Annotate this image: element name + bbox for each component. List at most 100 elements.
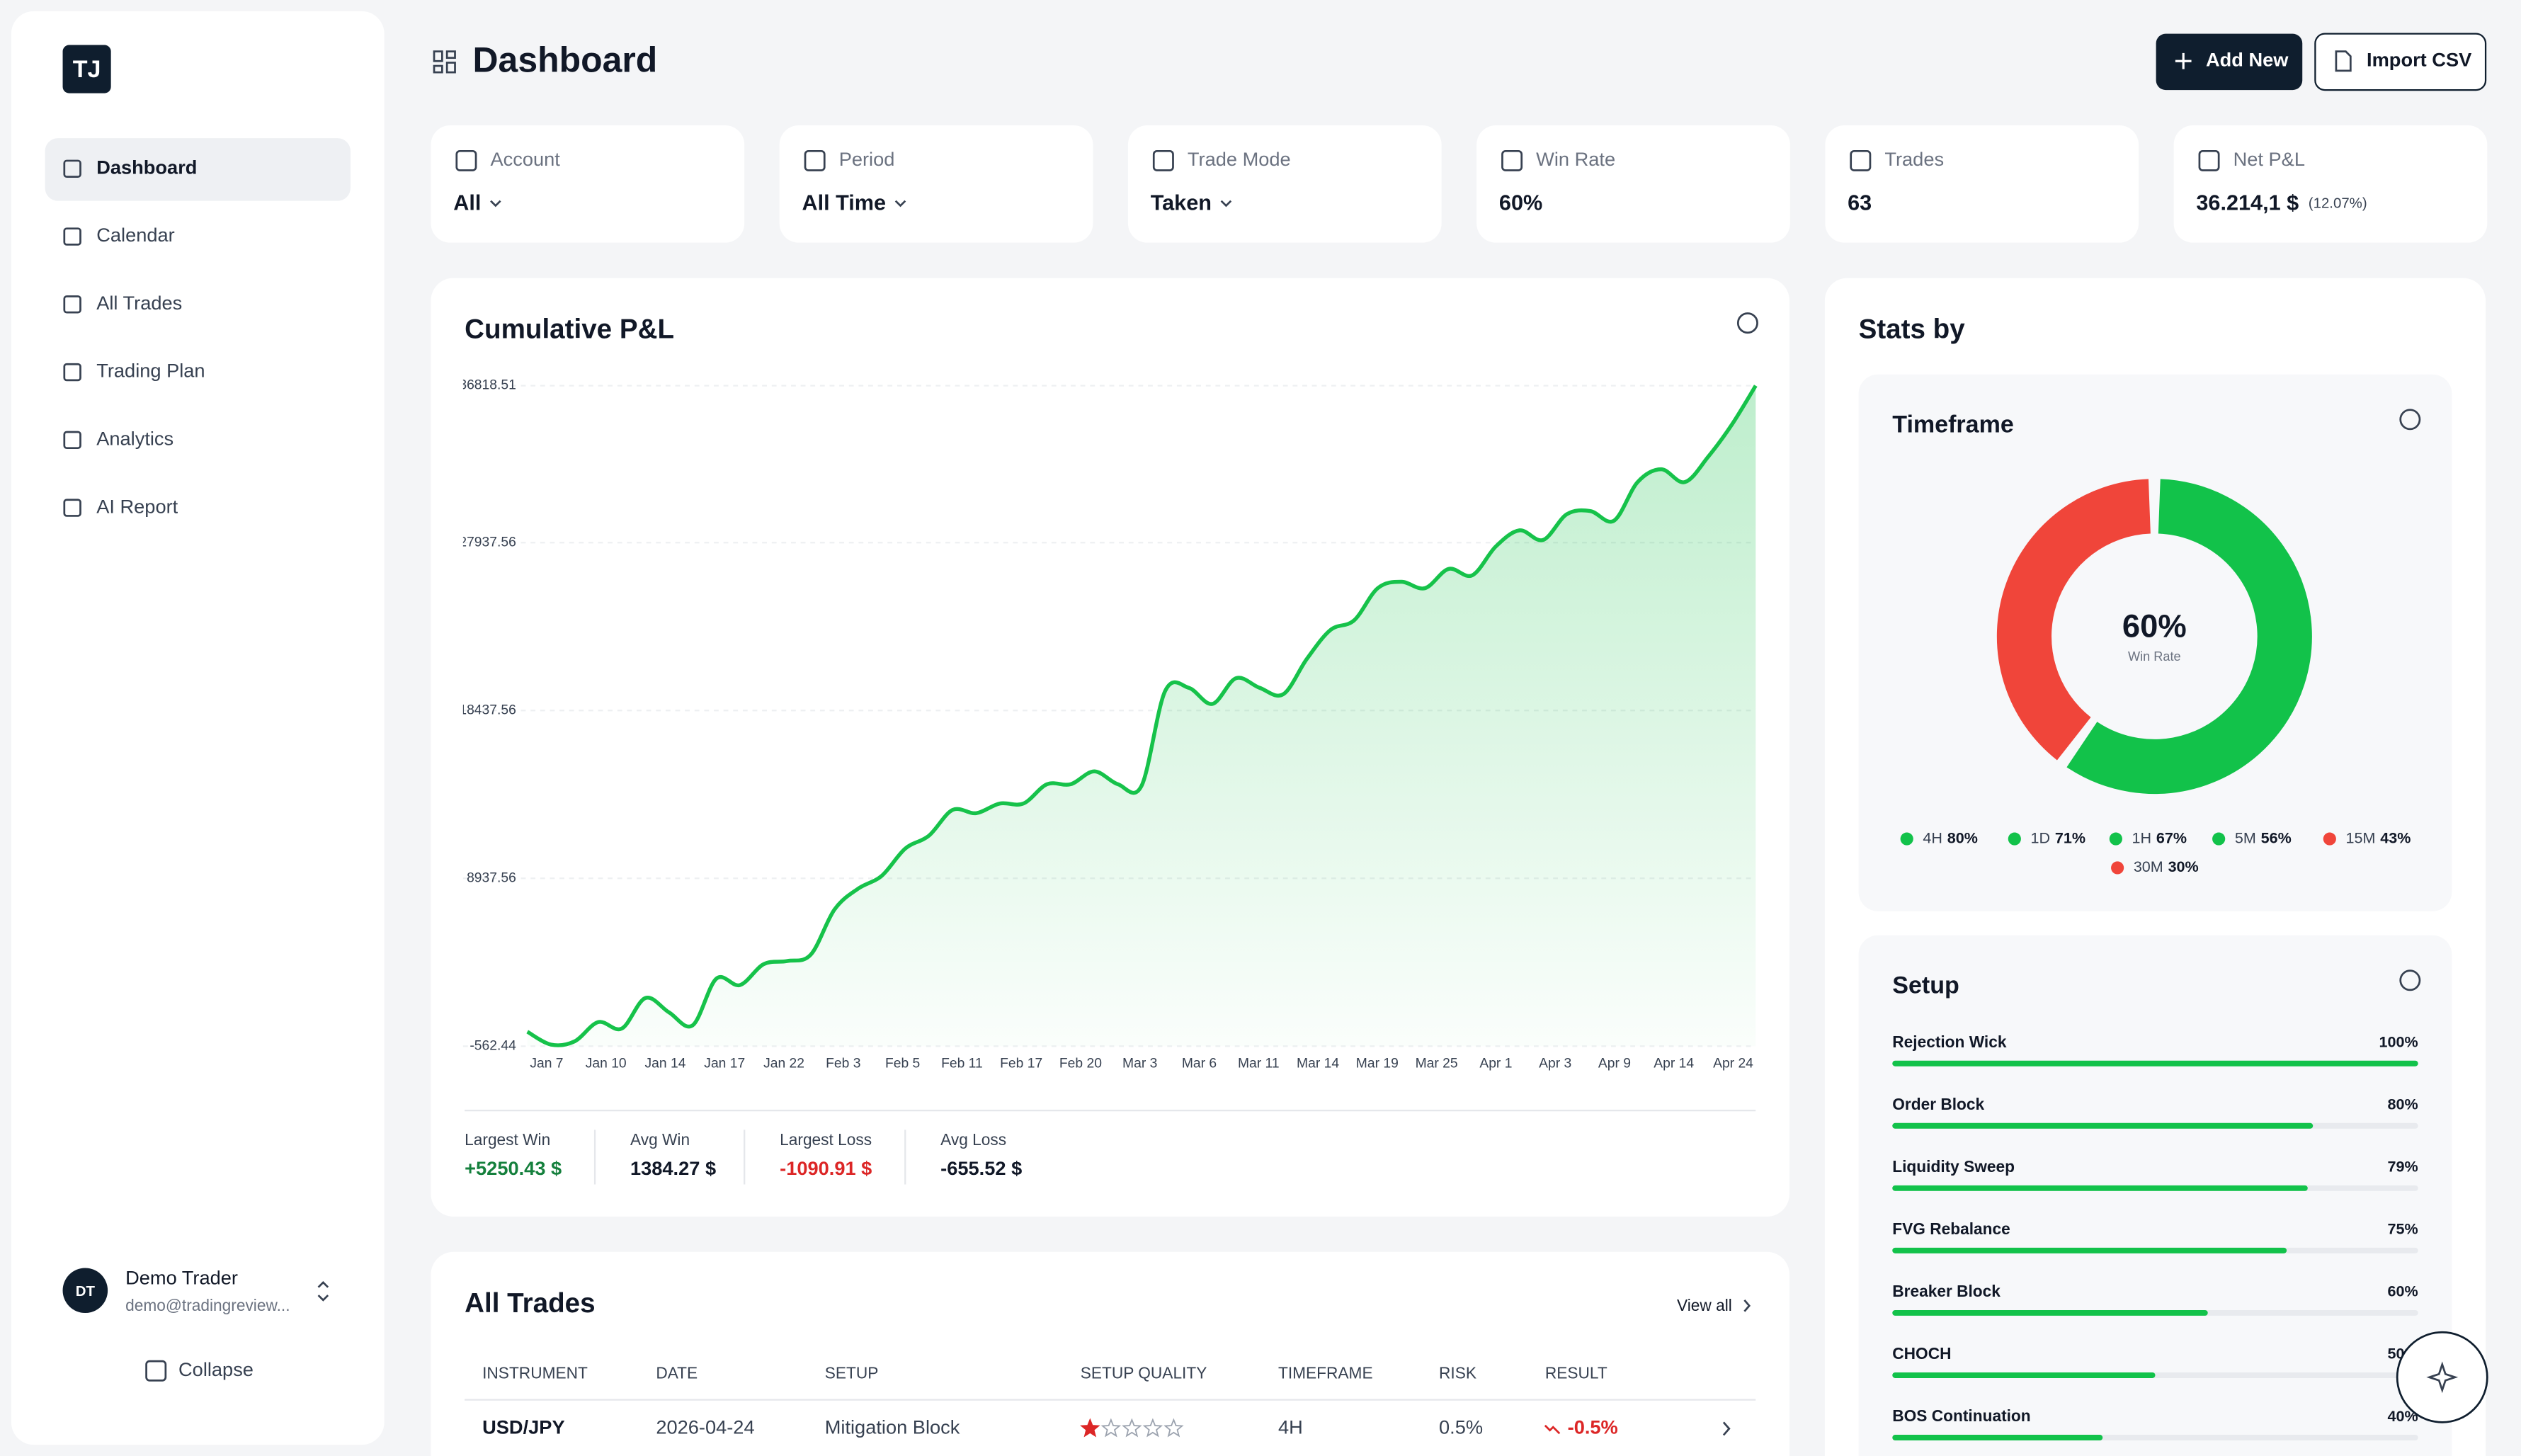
- stat-label: Avg Loss: [940, 1130, 1006, 1149]
- filter-label: Trades: [1884, 148, 1944, 170]
- filter-card[interactable]: [1825, 125, 2139, 243]
- bar: [1892, 1247, 2287, 1253]
- x-tick-label: Jan 10: [586, 1056, 627, 1071]
- dropdown-icon: [1220, 200, 1232, 207]
- star: [1142, 1418, 1163, 1438]
- filter-value: 63: [1848, 190, 1872, 215]
- x-tick-label: Apr 9: [1598, 1056, 1631, 1071]
- donut-center: 60%: [2122, 608, 2187, 644]
- setup-value: 80%: [2388, 1096, 2418, 1113]
- setup-label: Rejection Wick: [1892, 1033, 2007, 1051]
- info-icon[interactable]: [2399, 969, 2421, 991]
- x-tick-label: Feb 3: [826, 1056, 860, 1071]
- timeframe-card: [1858, 374, 2452, 911]
- nav-item[interactable]: AI Report: [96, 495, 178, 517]
- line: [526, 385, 1758, 1047]
- nav-item[interactable]: All Trades: [96, 292, 182, 314]
- sidebar: [11, 11, 385, 1445]
- legend-label: 5M: [2235, 829, 2256, 846]
- x-tick-label: Jan 7: [530, 1056, 563, 1071]
- stat-value: -655.52 $: [940, 1157, 1022, 1179]
- x-tick-label: Jan 17: [704, 1056, 745, 1071]
- page-title: Dashboard: [473, 40, 658, 80]
- stat-value: -1090.91 $: [780, 1157, 872, 1179]
- y-tick-label: 36818.51: [459, 378, 516, 393]
- donut-win: [2066, 479, 2312, 795]
- nav-item[interactable]: Trading Plan: [96, 360, 205, 382]
- setup-label: Liquidity Sweep: [1892, 1157, 2015, 1176]
- info-icon[interactable]: [2399, 409, 2421, 431]
- x-tick-label: Jan 14: [645, 1056, 686, 1071]
- import-csv-label[interactable]: Import CSV: [2367, 48, 2471, 70]
- x-tick-label: Mar 3: [1122, 1056, 1157, 1071]
- legend-value: 56%: [2261, 829, 2292, 846]
- legend-dot: [2008, 832, 2021, 846]
- bar: [1892, 1060, 2418, 1067]
- bar: [1892, 1185, 2308, 1191]
- star: [1122, 1418, 1142, 1438]
- x-tick-label: Apr 14: [1654, 1056, 1694, 1071]
- x-tick-label: Apr 3: [1539, 1056, 1571, 1071]
- info-icon[interactable]: [1736, 312, 1758, 334]
- legend-label: 30M: [2134, 858, 2163, 875]
- nav-item[interactable]: Calendar: [96, 224, 174, 246]
- timeframe-title: Timeframe: [1892, 411, 2014, 438]
- collapse-icon[interactable]: [145, 1360, 167, 1382]
- filter-card[interactable]: [1127, 125, 1442, 243]
- filter-icon: [2198, 149, 2220, 171]
- legend-value: 71%: [2055, 829, 2085, 846]
- trend-icon: [1544, 1424, 1561, 1435]
- user-email: demo@tradingreview...: [125, 1296, 290, 1314]
- filter-card[interactable]: [1476, 125, 1790, 243]
- setup-value: 79%: [2388, 1158, 2418, 1176]
- filter-value: All: [453, 190, 481, 215]
- filter-card[interactable]: [431, 125, 745, 243]
- x-tick-label: Feb 11: [941, 1056, 983, 1071]
- column-header: RISK: [1439, 1363, 1476, 1382]
- legend-value: 30%: [2168, 858, 2199, 875]
- setup-label: Order Block: [1892, 1095, 1984, 1113]
- setup: Mitigation Block: [825, 1416, 960, 1438]
- nav-item[interactable]: Dashboard: [96, 156, 197, 178]
- ai-button[interactable]: [2396, 1331, 2488, 1423]
- logo: [62, 45, 111, 93]
- star: [1080, 1418, 1100, 1438]
- stat-label: Largest Win: [465, 1130, 550, 1149]
- row-chevron[interactable]: [1722, 1421, 1731, 1436]
- dashboard-icon: [433, 50, 456, 74]
- stat-label: Largest Loss: [780, 1130, 872, 1149]
- filter-icon: [1850, 149, 1872, 171]
- filter-card[interactable]: [2173, 125, 2488, 243]
- setup-title: Setup: [1892, 972, 1959, 999]
- collapse[interactable]: Collapse: [178, 1358, 254, 1380]
- column-header: RESULT: [1545, 1363, 1607, 1382]
- add-new-label[interactable]: Add New: [2206, 48, 2289, 70]
- import-csv-button[interactable]: [2314, 33, 2487, 91]
- y-tick-label: 18437.56: [459, 703, 516, 717]
- trades-title: All Trades: [465, 1288, 595, 1319]
- filter-value: All Time: [802, 190, 886, 215]
- y-tick-label: 27937.56: [459, 535, 516, 550]
- plus-icon: [2175, 52, 2192, 69]
- trades-card: [431, 1251, 1789, 1456]
- stat-label: Avg Win: [630, 1130, 690, 1149]
- filter-value: 36.214,1 $: [2196, 190, 2299, 215]
- filter-icon: [455, 149, 477, 171]
- legend-label: 1D: [2031, 829, 2051, 846]
- user-name: Demo Trader: [125, 1267, 238, 1289]
- column-header: TIMEFRAME: [1278, 1363, 1373, 1382]
- filter-value: 60%: [1499, 190, 1542, 215]
- setup-value: 75%: [2388, 1220, 2418, 1238]
- view-all[interactable]: View all: [1677, 1296, 1732, 1314]
- x-tick-label: Jan 22: [763, 1056, 804, 1071]
- sparkle-icon: [2426, 1361, 2459, 1394]
- bar: [1892, 1122, 2314, 1129]
- nav-item[interactable]: Analytics: [96, 428, 173, 450]
- add-new-button[interactable]: [2156, 33, 2303, 91]
- file-icon: [2335, 50, 2352, 72]
- filter-card[interactable]: [779, 125, 1093, 243]
- legend-label: 15M: [2346, 829, 2376, 846]
- user-menu-icon[interactable]: [317, 1280, 329, 1302]
- x-tick-label: Mar 11: [1238, 1056, 1280, 1071]
